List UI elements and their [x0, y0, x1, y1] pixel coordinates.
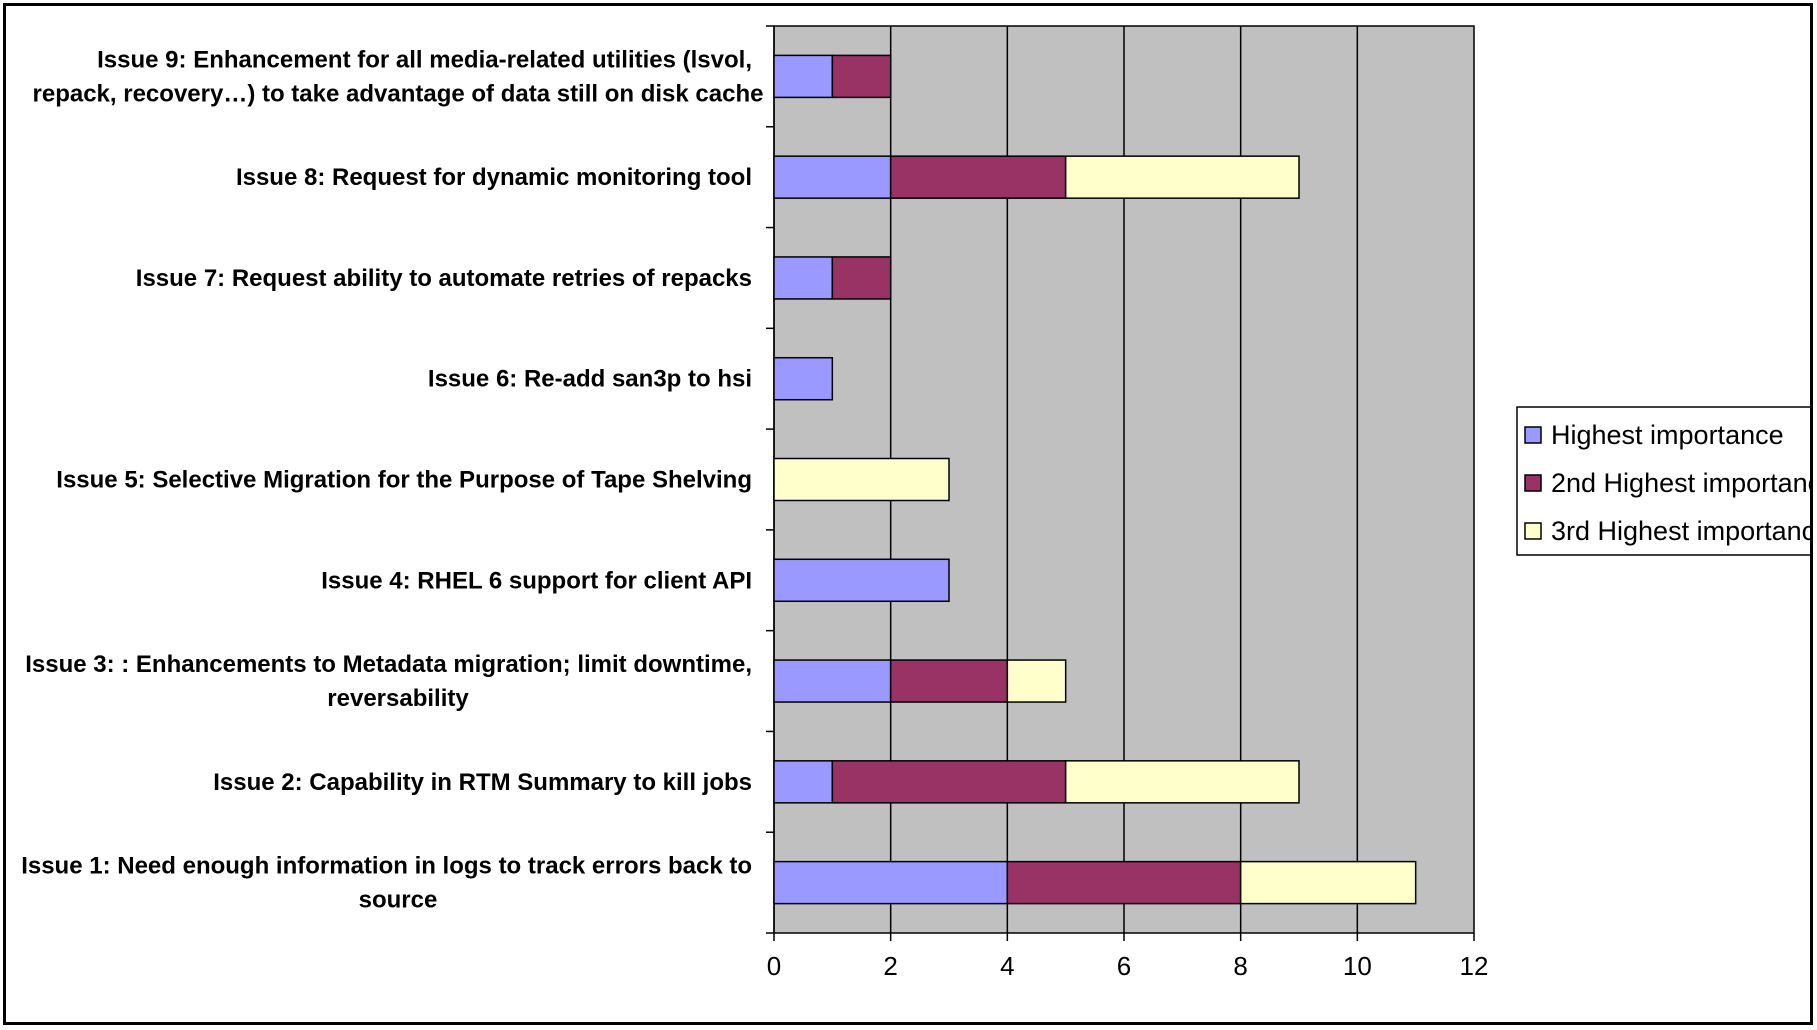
bar-segment-series-2[interactable] — [831, 256, 892, 300]
bar-segment-series-1[interactable] — [773, 155, 892, 199]
legend-label-1: Highest importance — [1551, 420, 1784, 450]
bar-segment-series-3[interactable] — [1239, 860, 1417, 905]
x-tick-label: 10 — [1343, 951, 1372, 981]
category-label: Issue 4: RHEL 6 support for client API — [321, 567, 752, 594]
bar-segment-series-2[interactable] — [831, 760, 1067, 804]
x-tick-label: 0 — [767, 951, 781, 981]
bar-segment-series-3[interactable] — [1064, 155, 1300, 199]
bar-segment-series-2[interactable] — [889, 659, 1009, 703]
category-label: Issue 8: Request for dynamic monitoring … — [236, 164, 752, 191]
legend-swatch-1 — [1524, 426, 1542, 444]
category-label: Issue 5: Selective Migration for the Pur… — [56, 467, 752, 494]
category-label-line: Issue 5: Selective Migration for the Pur… — [56, 467, 752, 494]
category-label-line: reversability — [327, 685, 469, 712]
category-label-line: Issue 4: RHEL 6 support for client API — [321, 567, 752, 594]
category-label: Issue 3: : Enhancements to Metadata migr… — [25, 651, 752, 712]
bar-segment-series-3[interactable] — [773, 457, 950, 502]
bar-segment-series-2[interactable] — [889, 155, 1067, 199]
category-label-line: Issue 9: Enhancement for all media-relat… — [97, 46, 752, 73]
category-label-line: Issue 7: Request ability to automate ret… — [136, 265, 752, 292]
bar-segment-series-2[interactable] — [831, 54, 892, 99]
bar-segment-series-1[interactable] — [773, 356, 834, 401]
bar-segment-series-1[interactable] — [773, 54, 834, 99]
x-tick-label: 4 — [1000, 951, 1014, 981]
legend-label-3: 3rd Highest importance — [1551, 516, 1810, 546]
x-tick-label: 6 — [1117, 951, 1131, 981]
bar-segment-series-1[interactable] — [773, 256, 834, 300]
bar-segment-series-2[interactable] — [1006, 860, 1242, 905]
bar-segment-series-3[interactable] — [1006, 659, 1067, 703]
category-label-line: repack, recovery…) to take advantage of … — [33, 80, 764, 107]
category-label-line: Issue 2: Capability in RTM Summary to ki… — [213, 769, 752, 796]
category-label-line: Issue 3: : Enhancements to Metadata migr… — [25, 651, 752, 678]
legend-box — [1516, 406, 1810, 556]
x-tick-label: 8 — [1233, 951, 1247, 981]
bar-segment-series-1[interactable] — [773, 558, 950, 603]
category-label: Issue 7: Request ability to automate ret… — [136, 265, 752, 292]
category-label-line: Issue 8: Request for dynamic monitoring … — [236, 164, 752, 191]
category-label-line: Issue 6: Re-add san3p to hsi — [428, 366, 752, 393]
category-label-line: source — [359, 887, 438, 914]
x-tick-label: 12 — [1460, 951, 1489, 981]
category-label-line: Issue 1: Need enough information in logs… — [21, 853, 752, 880]
category-label: Issue 6: Re-add san3p to hsi — [428, 366, 752, 393]
bar-segment-series-1[interactable] — [773, 860, 1009, 905]
legend-swatch-3 — [1524, 522, 1542, 540]
legend-label-2: 2nd Highest importance — [1551, 468, 1810, 498]
x-tick-label: 2 — [883, 951, 897, 981]
bar-segment-series-3[interactable] — [1064, 760, 1300, 804]
legend-swatch-2 — [1524, 474, 1542, 492]
category-label: Issue 9: Enhancement for all media-relat… — [33, 46, 764, 107]
chart-frame: 0 2 4 6 8 10 12 Issue 1: Need enough informatio… — [3, 3, 1813, 1025]
bar-segment-series-1[interactable] — [773, 760, 834, 804]
bar-segment-series-1[interactable] — [773, 659, 892, 703]
category-label: Issue 2: Capability in RTM Summary to ki… — [213, 769, 752, 796]
category-label: Issue 1: Need enough information in logs… — [21, 853, 752, 914]
stacked-bar-chart: 0 2 4 6 8 10 12 Issue 1: Need enough informatio… — [21, 25, 1810, 981]
